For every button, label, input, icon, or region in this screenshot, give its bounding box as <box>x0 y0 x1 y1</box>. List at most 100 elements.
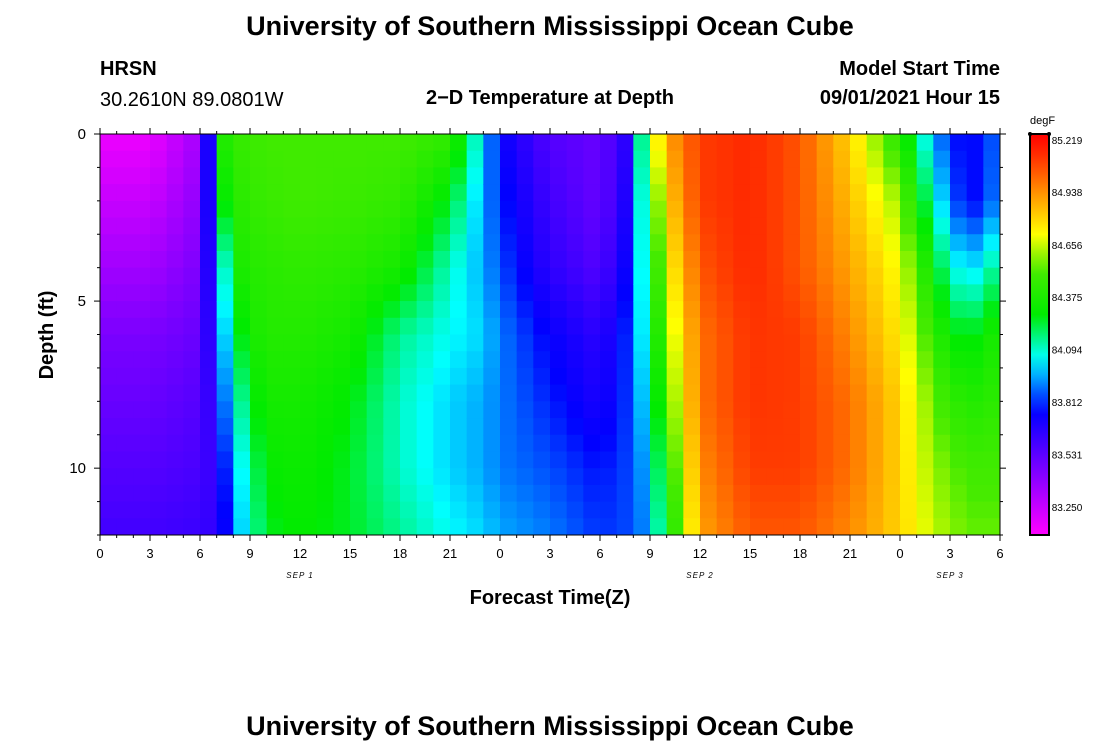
heatmap-cell <box>416 217 434 235</box>
heatmap-cell <box>800 217 818 235</box>
heatmap-cell <box>216 384 234 402</box>
heatmap-cell <box>616 317 634 336</box>
heatmap-cell <box>550 217 568 235</box>
heatmap-cell <box>800 351 818 369</box>
heatmap-cell <box>100 317 118 336</box>
heatmap-cell <box>516 367 534 386</box>
heatmap-cell <box>233 434 251 453</box>
heatmap-cell <box>750 167 768 185</box>
heatmap-cell <box>650 200 668 219</box>
heatmap-cell <box>316 234 334 252</box>
heatmap-cell <box>900 267 918 285</box>
heatmap-cell <box>683 434 701 453</box>
y-tick-label: 0 <box>78 126 86 143</box>
heatmap-cell <box>216 284 234 302</box>
heatmap-cell <box>416 334 434 352</box>
heatmap-cell <box>216 217 234 235</box>
heatmap-cell <box>250 484 268 503</box>
heatmap-cell <box>216 451 234 469</box>
heatmap-cell <box>333 451 351 469</box>
heatmap-cell <box>766 384 784 402</box>
heatmap-cell <box>800 418 818 436</box>
heatmap-cell <box>200 468 218 486</box>
heatmap-cell <box>466 401 484 419</box>
heatmap-cell <box>166 367 184 386</box>
heatmap-cell <box>216 250 234 269</box>
heatmap-cell <box>550 434 568 453</box>
colorbar-gradient <box>1029 133 1050 536</box>
heatmap-cell <box>150 134 168 152</box>
heatmap-cell <box>700 367 718 386</box>
heatmap-cell <box>983 150 1000 169</box>
heatmap-cell <box>183 351 201 369</box>
heatmap-cell <box>233 134 251 152</box>
heatmap-cell <box>283 501 301 519</box>
heatmap-cell <box>433 217 451 235</box>
heatmap-cell <box>133 434 151 453</box>
heatmap-cell <box>266 334 284 352</box>
heatmap-cell <box>850 484 868 503</box>
heatmap-cell <box>316 484 334 503</box>
heatmap-cell <box>900 184 918 202</box>
heatmap-cell <box>266 484 284 503</box>
heatmap-cell <box>300 351 318 369</box>
heatmap-cell <box>966 484 984 503</box>
heatmap-cell <box>683 351 701 369</box>
heatmap-cell <box>433 200 451 219</box>
heatmap-cell <box>383 184 401 202</box>
heatmap-cell <box>300 250 318 269</box>
heatmap-cell <box>983 384 1000 402</box>
heatmap-cell <box>550 301 568 319</box>
heatmap-cell <box>716 351 734 369</box>
heatmap-cell <box>466 150 484 169</box>
heatmap-cell <box>250 384 268 402</box>
heatmap-cell <box>483 434 501 453</box>
heatmap-cell <box>250 167 268 185</box>
heatmap-cell <box>600 501 618 519</box>
heatmap-cell <box>400 451 418 469</box>
heatmap-cell <box>933 234 951 252</box>
heatmap-cell <box>833 167 851 185</box>
heatmap-cell <box>983 284 1000 302</box>
heatmap-cell <box>450 167 468 185</box>
heatmap-cell <box>816 134 834 152</box>
heatmap-cell <box>933 301 951 319</box>
heatmap-cell <box>416 200 434 219</box>
heatmap-cell <box>433 134 451 152</box>
heatmap-cell <box>466 167 484 185</box>
heatmap-cell <box>750 401 768 419</box>
heatmap-cell <box>600 484 618 503</box>
heatmap-cell <box>783 134 801 152</box>
heatmap-cell <box>500 367 518 386</box>
heatmap-cell <box>200 217 218 235</box>
heatmap-cell <box>666 267 684 285</box>
heatmap-cell <box>833 351 851 369</box>
heatmap-cell <box>366 418 384 436</box>
heatmap-cell <box>650 518 668 535</box>
heatmap-cell <box>900 217 918 235</box>
heatmap-cell <box>766 468 784 486</box>
heatmap-cell <box>833 334 851 352</box>
heatmap-cell <box>716 267 734 285</box>
heatmap-cell <box>183 334 201 352</box>
heatmap-cell <box>450 217 468 235</box>
heatmap-cell <box>150 217 168 235</box>
heatmap-cell <box>683 484 701 503</box>
heatmap-cell <box>350 384 368 402</box>
heatmap-cell <box>300 217 318 235</box>
heatmap-cell <box>650 468 668 486</box>
heatmap-cell <box>450 150 468 169</box>
heatmap-cell <box>500 134 518 152</box>
heatmap-cell <box>350 451 368 469</box>
heatmap-cell <box>350 334 368 352</box>
y-tick-label: 5 <box>78 293 86 310</box>
heatmap-cell <box>266 501 284 519</box>
heatmap-cell <box>533 501 551 519</box>
heatmap-cell <box>900 468 918 486</box>
heatmap-cell <box>433 234 451 252</box>
heatmap-cell <box>966 468 984 486</box>
heatmap-cell <box>600 234 618 252</box>
heatmap-cell <box>516 284 534 302</box>
heatmap-cell <box>266 367 284 386</box>
heatmap-cell <box>616 200 634 219</box>
